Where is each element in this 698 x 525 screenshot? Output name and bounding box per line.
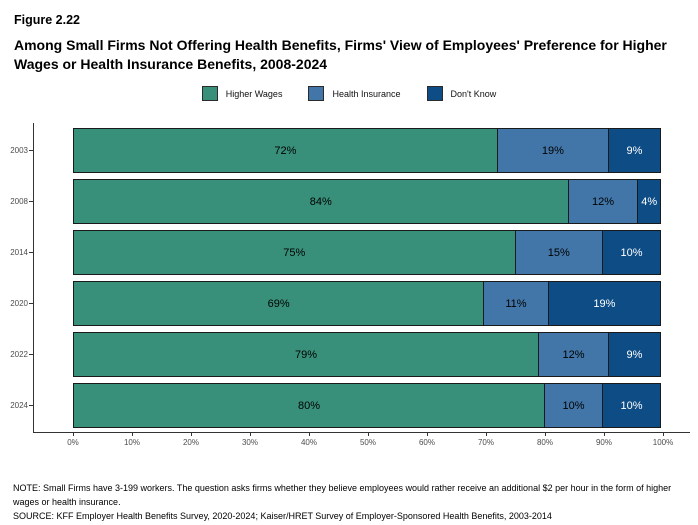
y-axis-tick <box>29 405 33 406</box>
bar-value-label: 72% <box>274 144 297 157</box>
x-axis-tick-label: 30% <box>241 438 258 447</box>
bar-segment-higher-wages: 84% <box>73 179 569 224</box>
figure-title: Among Small Firms Not Offering Health Be… <box>14 37 667 72</box>
bar-segment-higher-wages: 80% <box>73 383 545 428</box>
y-axis-tick <box>29 303 33 304</box>
x-axis-tick-label: 100% <box>652 438 674 447</box>
x-axis-tick <box>368 432 369 436</box>
legend-label: Don't Know <box>450 88 497 99</box>
legend-item-higher-wages: Higher Wages <box>201 86 283 101</box>
y-axis-line <box>33 123 34 433</box>
bar-segment-health-insurance: 11% <box>483 281 549 326</box>
x-axis-tick <box>545 432 546 436</box>
x-axis-tick <box>309 432 310 436</box>
y-axis-label: 2022 <box>10 350 28 359</box>
bar-value-label: 11% <box>505 297 527 310</box>
bar-row-2020: 2020 69% 11% 19% <box>10 281 663 326</box>
x-axis-tick-label: 70% <box>477 438 494 447</box>
x-axis-tick <box>191 432 192 436</box>
y-axis-tick <box>29 354 33 355</box>
bar-segment-health-insurance: 12% <box>567 179 639 224</box>
bar-row-2024: 2024 80% 10% 10% <box>10 383 663 428</box>
legend-item-don-t-know: Don't Know <box>426 86 497 101</box>
y-axis-label: 2024 <box>10 401 28 410</box>
x-axis-tick <box>427 432 428 436</box>
bar-segment-health-insurance: 12% <box>538 332 609 377</box>
bar-segment-health-insurance: 19% <box>496 128 609 173</box>
bar-row-2003: 2003 72% 19% 9% <box>10 128 663 173</box>
bar-value-label: 4% <box>641 195 658 208</box>
bar-segment-don-t-know: 10% <box>602 230 661 275</box>
bar-segment-higher-wages: 69% <box>73 281 485 326</box>
y-axis-label: 2014 <box>10 248 28 257</box>
bar-row-2008: 2008 84% 12% 4% <box>10 179 663 224</box>
x-axis-tick-label: 20% <box>182 438 199 447</box>
bar-segment-health-insurance: 15% <box>514 230 603 275</box>
plot-area: 2003 72% 19% 9% 2008 84% 12% 4% 2014 75% 15% 10% 202… <box>10 128 663 434</box>
x-axis-line <box>33 432 690 433</box>
x-axis-tick-label: 10% <box>123 438 140 447</box>
bar-value-label: 79% <box>295 348 318 361</box>
bar-value-label: 15% <box>547 246 570 259</box>
x-axis-tick <box>73 432 74 436</box>
bar-value-label: 9% <box>626 348 643 361</box>
bar-value-label: 80% <box>297 399 321 412</box>
legend-label: Higher Wages <box>225 88 283 99</box>
source-text: SOURCE: KFF Employer Health Benefits Sur… <box>13 511 552 521</box>
bar-value-label: 75% <box>283 246 306 259</box>
x-axis-tick-label: 80% <box>536 438 553 447</box>
footer: NOTE: Small Firms have 3-199 workers. Th… <box>13 481 675 523</box>
legend-label: Health Insurance <box>332 88 401 99</box>
bar-value-label: 69% <box>267 297 290 310</box>
bar-value-label: 10% <box>620 399 643 412</box>
x-axis-tick <box>250 432 251 436</box>
bar-value-label: 10% <box>620 246 643 259</box>
legend-swatch-icon <box>201 86 218 101</box>
bar-value-label: 84% <box>309 195 332 208</box>
bar-value-label: 19% <box>593 297 616 310</box>
bar-value-label: 12% <box>591 195 614 208</box>
bar-segment-don-t-know: 10% <box>602 383 661 428</box>
x-axis-tick <box>663 432 664 436</box>
y-axis-label: 2008 <box>10 197 28 206</box>
bar-segment-higher-wages: 79% <box>73 332 540 377</box>
bar-value-label: 12% <box>562 348 585 361</box>
legend-swatch-icon <box>308 86 325 101</box>
bar-segment-don-t-know: 19% <box>547 281 661 326</box>
y-axis-label: 2003 <box>10 146 28 155</box>
bar-value-label: 19% <box>541 144 564 157</box>
bar-segment-don-t-know: 9% <box>607 332 661 377</box>
legend-item-health-insurance: Health Insurance <box>308 86 401 101</box>
note-text: NOTE: Small Firms have 3-199 workers. Th… <box>13 483 672 507</box>
x-axis-tick-label: 0% <box>67 438 79 447</box>
bar-row-2022: 2022 79% 12% 9% <box>10 332 663 377</box>
x-axis-tick <box>486 432 487 436</box>
figure-number: Figure 2.22 <box>14 13 80 27</box>
y-axis-tick <box>29 150 33 151</box>
bar-segment-higher-wages: 72% <box>73 128 498 173</box>
bar-segment-don-t-know: 4% <box>637 179 661 224</box>
legend-swatch-icon <box>426 86 443 101</box>
x-axis-tick-label: 50% <box>359 438 376 447</box>
bar-row-2014: 2014 75% 15% 10% <box>10 230 663 275</box>
x-axis-tick <box>604 432 605 436</box>
legend: Higher Wages Health Insurance Don't Know <box>0 86 698 101</box>
x-axis-tick <box>132 432 133 436</box>
y-axis-tick <box>29 201 33 202</box>
bar-segment-don-t-know: 9% <box>607 128 661 173</box>
x-axis-tick-label: 60% <box>418 438 435 447</box>
bar-segment-health-insurance: 10% <box>544 383 603 428</box>
y-axis-tick <box>29 252 33 253</box>
y-axis-label: 2020 <box>10 299 28 308</box>
bar-value-label: 10% <box>562 399 585 412</box>
bar-segment-higher-wages: 75% <box>73 230 516 275</box>
bar-value-label: 9% <box>626 144 643 157</box>
x-axis-tick-label: 90% <box>595 438 612 447</box>
x-axis-tick-label: 40% <box>300 438 317 447</box>
